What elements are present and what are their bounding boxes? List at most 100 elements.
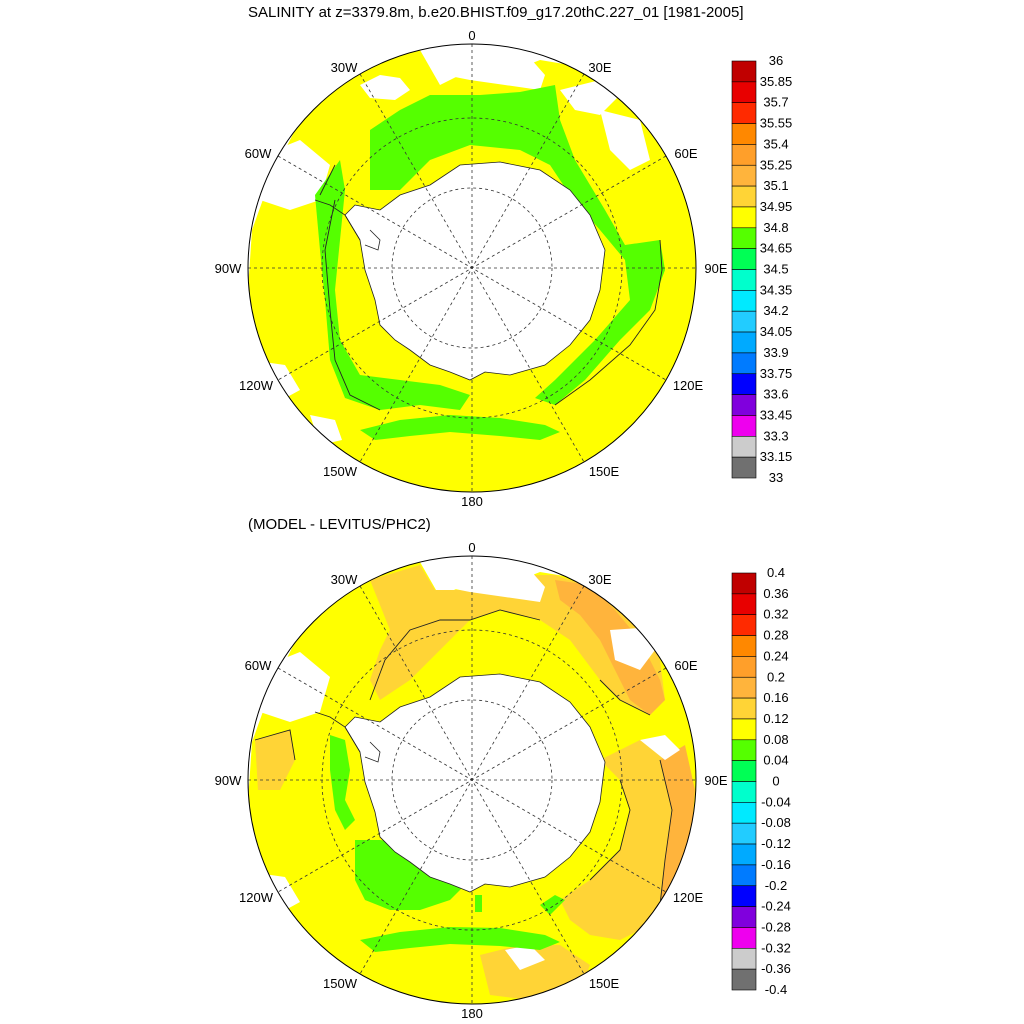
colorbar-swatch bbox=[731, 593, 757, 615]
lon-label-60e: 60E bbox=[674, 658, 697, 673]
colorbar-level-label: 0.12 bbox=[763, 711, 788, 726]
contour-line bbox=[319, 164, 663, 411]
lon-label-90w: 90W bbox=[215, 261, 242, 276]
colorbar-swatch bbox=[731, 123, 757, 145]
colorbar-level-label: 33.45 bbox=[760, 407, 793, 422]
lon-label-150w: 150W bbox=[323, 976, 358, 991]
colorbar-level-label: -0.2 bbox=[765, 878, 787, 893]
colorbar-level-label: -0.36 bbox=[761, 961, 791, 976]
colorbar-swatch bbox=[731, 760, 757, 782]
no-data-patch bbox=[440, 560, 545, 602]
green-anomaly-band bbox=[360, 927, 560, 952]
lon-label-30w: 30W bbox=[331, 572, 358, 587]
colorbar-swatch bbox=[731, 927, 757, 949]
colorbar-level-label: -0.4 bbox=[765, 982, 787, 997]
colorbar-swatch bbox=[731, 415, 757, 437]
colorbar-level-label: -0.08 bbox=[761, 815, 791, 830]
lon-label-30e: 30E bbox=[588, 572, 611, 587]
green-circumpolar-band bbox=[315, 160, 470, 410]
antarctic-peninsula bbox=[314, 199, 381, 251]
lon-label-120w: 120W bbox=[239, 378, 274, 393]
colorbar-swatch bbox=[731, 843, 757, 866]
lon-label-30w: 30W bbox=[331, 60, 358, 75]
colorbar-swatch bbox=[731, 968, 757, 991]
colorbar-swatch bbox=[731, 248, 757, 270]
colorbar-swatch bbox=[731, 572, 757, 595]
colorbar-level-label: 33.3 bbox=[763, 428, 788, 443]
salinity-anomaly-map: 0 30E 60E 90E 120E 150E 180 150W 120W 90… bbox=[215, 540, 728, 1021]
map-border bbox=[247, 555, 697, 1005]
colorbar-level-label: 35.7 bbox=[763, 95, 788, 110]
colorbar-swatch bbox=[731, 60, 757, 83]
colorbar-swatch bbox=[731, 906, 757, 928]
no-data-patch bbox=[600, 110, 650, 170]
colorbar-level-label: -0.12 bbox=[761, 836, 791, 851]
colorbar-swatch bbox=[731, 697, 757, 720]
colorbar-swatch bbox=[731, 290, 757, 312]
colorbar-level-label: 0.16 bbox=[763, 690, 788, 705]
green-anomaly-band bbox=[330, 735, 355, 830]
colorbar-level-label: 34.2 bbox=[763, 303, 788, 318]
colorbar-level-label: 0.32 bbox=[763, 607, 788, 622]
lon-label-60w: 60W bbox=[245, 658, 272, 673]
colorbar-level-label: -0.16 bbox=[761, 857, 791, 872]
colorbar-swatch bbox=[731, 206, 757, 229]
colorbar-salinity: 36 35.85 35.7 35.55 35.4 35.25 35.1 34.95 34.8 34… bbox=[731, 53, 793, 485]
green-circumpolar-band bbox=[370, 85, 665, 405]
colorbar-swatch bbox=[731, 394, 757, 416]
colorbar-swatch bbox=[731, 781, 757, 803]
colorbar-swatch bbox=[731, 373, 757, 395]
no-data-patch bbox=[440, 48, 545, 90]
colorbar-level-label: -0.04 bbox=[761, 794, 791, 809]
contour-line bbox=[254, 609, 673, 906]
lon-label-90e: 90E bbox=[704, 261, 727, 276]
colorbar-anomaly: 0.4 0.36 0.32 0.28 0.24 0.2 0.16 0.12 0.08 0.04 0 -… bbox=[731, 565, 791, 997]
colorbar-swatch bbox=[731, 435, 757, 458]
colorbar-level-label: 0.04 bbox=[763, 753, 788, 768]
lon-label-60e: 60E bbox=[674, 146, 697, 161]
colorbar-swatch bbox=[731, 718, 757, 741]
colorbar-swatch bbox=[731, 185, 757, 208]
lon-label-60w: 60W bbox=[245, 146, 272, 161]
colorbar-swatch bbox=[731, 352, 757, 375]
lon-label-0: 0 bbox=[468, 28, 475, 43]
colorbar-level-label: 0.24 bbox=[763, 648, 788, 663]
colorbar-level-label: 0 bbox=[772, 774, 779, 789]
gold-anomaly-region bbox=[255, 730, 295, 790]
graticule bbox=[248, 44, 696, 492]
no-data-patch bbox=[640, 735, 680, 760]
colorbar-swatch bbox=[731, 144, 757, 166]
lon-label-150e: 150E bbox=[589, 464, 620, 479]
colorbar-level-label: 35.25 bbox=[760, 157, 793, 172]
colorbar-level-label: 0.28 bbox=[763, 628, 788, 643]
colorbar-swatch bbox=[731, 635, 757, 657]
top-panel-title: SALINITY at z=3379.8m, b.e20.BHIST.f09_g… bbox=[248, 4, 744, 21]
map-border bbox=[247, 43, 697, 493]
colorbar-swatch bbox=[731, 676, 757, 699]
colorbar-level-label: 34.35 bbox=[760, 282, 793, 297]
lon-label-90w: 90W bbox=[215, 773, 242, 788]
colorbar-swatch bbox=[731, 456, 757, 479]
no-data-patch bbox=[610, 628, 655, 670]
lon-label-30e: 30E bbox=[588, 60, 611, 75]
colorbar-level-label: -0.28 bbox=[761, 919, 791, 934]
colorbar-level-label: 33.75 bbox=[760, 366, 793, 381]
green-circumpolar-band bbox=[360, 415, 560, 440]
colorbar-level-label: 33.6 bbox=[763, 387, 788, 402]
colorbar-level-label: 34.05 bbox=[760, 324, 793, 339]
lon-label-120e: 120E bbox=[673, 890, 704, 905]
colorbar-level-label: 33.9 bbox=[763, 345, 788, 360]
colorbar-level-label: -0.24 bbox=[761, 899, 791, 914]
antarctic-peninsula bbox=[314, 711, 381, 763]
graticule bbox=[248, 556, 696, 1004]
green-anomaly-band bbox=[475, 895, 482, 912]
colorbar-swatch bbox=[731, 739, 757, 761]
lon-label-120w: 120W bbox=[239, 890, 274, 905]
colorbar-level-label: 35.1 bbox=[763, 178, 788, 193]
colorbar-swatch bbox=[731, 822, 757, 845]
colorbar-swatch bbox=[731, 947, 757, 970]
colorbar-level-label: 33 bbox=[769, 470, 783, 485]
colorbar-swatch bbox=[731, 885, 757, 907]
colorbar-level-label: 34.8 bbox=[763, 220, 788, 235]
